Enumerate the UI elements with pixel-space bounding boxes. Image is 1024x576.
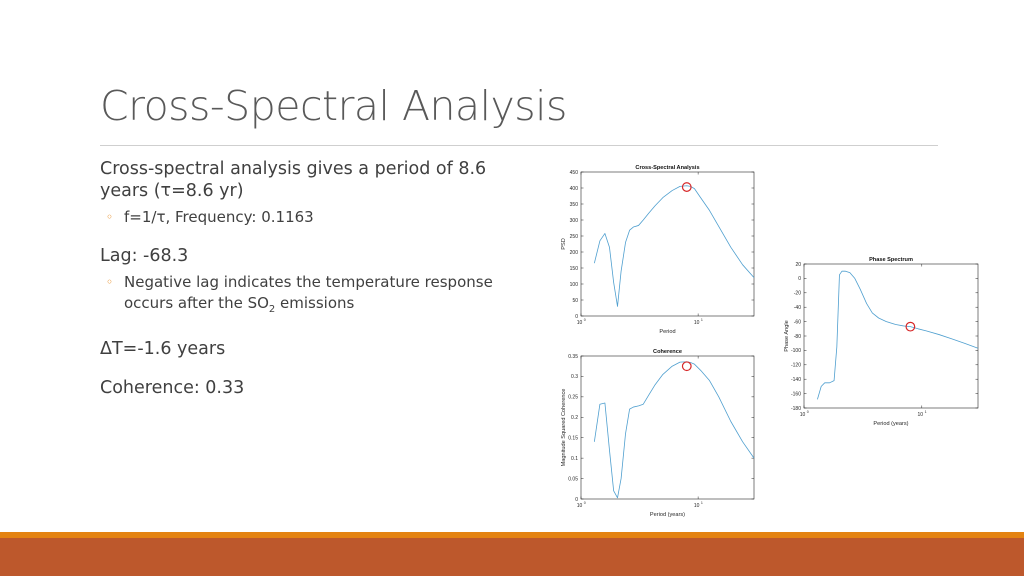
x-axis-label: Period (years) [650, 512, 685, 518]
chart-title: Phase Spectrum [869, 257, 913, 263]
bullet-lag: Lag: -68.3 [100, 246, 189, 266]
y-tick-label: -40 [794, 305, 801, 311]
y-tick-label: 0 [798, 276, 801, 282]
y-tick-label: 20 [795, 262, 801, 268]
chart-title: Coherence [653, 349, 682, 355]
series-line [817, 270, 979, 400]
y-tick-label: 0.2 [571, 415, 578, 421]
sub-bullet-lag-line1: Negative lag indicates the temperature r… [124, 273, 493, 291]
x-axis-label: Period (years) [873, 421, 908, 427]
y-tick-label: 0.25 [568, 395, 578, 401]
y-tick-label: 0 [575, 314, 578, 320]
series-line [593, 361, 755, 499]
sub-bullet-lag-line2a: occurs after the SO [124, 294, 269, 312]
sub-bullet-lag: ◦ Negative lag indicates the temperature… [100, 272, 520, 320]
bullet-list: Cross-spectral analysis gives a period o… [100, 158, 520, 399]
y-axis-label: Phase Angle [784, 320, 790, 351]
slide-title: Cross-Spectral Analysis [100, 82, 567, 130]
x-tick-exponent: 0 [584, 318, 586, 322]
y-tick-label: 0.1 [571, 456, 578, 462]
y-tick-label: -100 [791, 348, 801, 354]
series-line [593, 185, 755, 307]
footer-band [0, 538, 1024, 576]
bullet-period-line1: Cross-spectral analysis gives a period o… [100, 159, 487, 179]
chart-title: Cross-Spectral Analysis [635, 165, 699, 171]
x-tick-exponent: 0 [807, 410, 809, 414]
y-tick-label: 0.3 [571, 374, 578, 380]
y-tick-label: 150 [570, 266, 579, 272]
y-tick-label: 0 [575, 497, 578, 503]
x-tick-exponent: 1 [701, 318, 703, 322]
highlight-marker [681, 361, 692, 372]
plot-area [580, 171, 755, 317]
highlight-marker [681, 182, 692, 192]
y-tick-label: -140 [791, 377, 801, 383]
bullet-marker-icon: ◦ [106, 210, 114, 224]
bullet-period: Cross-spectral analysis gives a period o… [100, 158, 520, 202]
y-tick-label: -80 [794, 334, 801, 340]
plot-area [580, 355, 755, 500]
bullet-period-line2: years (τ=8.6 yr) [100, 181, 244, 201]
plot-area [803, 263, 979, 409]
title-divider [100, 145, 938, 146]
x-tick-exponent: 0 [584, 501, 586, 505]
y-axis-label: PSD [561, 238, 567, 250]
y-tick-label: -120 [791, 363, 801, 369]
sub-bullet-frequency-text: f=1/τ, Frequency: 0.1163 [124, 208, 314, 226]
y-tick-label: 50 [572, 298, 578, 304]
y-tick-label: 300 [570, 218, 579, 224]
y-tick-label: -160 [791, 391, 801, 397]
x-axis-label: Period [659, 329, 675, 335]
y-tick-label: 450 [570, 170, 579, 176]
highlight-marker [905, 321, 916, 332]
subscript-2: 2 [268, 304, 276, 315]
y-tick-label: 350 [570, 202, 579, 208]
y-tick-label: 100 [570, 282, 579, 288]
x-tick-label: 10 [918, 412, 924, 418]
sub-bullet-frequency: ◦ f=1/τ, Frequency: 0.1163 [100, 207, 520, 228]
bullet-marker-icon: ◦ [106, 275, 114, 289]
bullet-coherence: Coherence: 0.33 [100, 378, 245, 398]
sub-bullet-lag-line2b: emissions [275, 294, 355, 312]
y-tick-label: 0.15 [568, 436, 578, 442]
y-tick-label: -20 [794, 291, 801, 297]
y-tick-label: 0.05 [568, 476, 578, 482]
bullet-delta-t: ΔT=-1.6 years [100, 339, 226, 359]
x-tick-label: 10 [694, 503, 700, 509]
y-tick-label: -60 [794, 319, 801, 325]
x-tick-label: 10 [577, 320, 583, 326]
y-tick-label: 200 [570, 250, 579, 256]
x-tick-label: 10 [800, 412, 806, 418]
y-axis-label: Magnitude Squared Coherence [561, 389, 567, 467]
phase-spectrum-chart: Phase Spectrum -180 -160 -140 -120 -100 -80 -60… [784, 257, 979, 427]
x-tick-exponent: 1 [701, 501, 703, 505]
y-tick-label: -180 [791, 406, 801, 412]
y-tick-label: 0.35 [568, 354, 578, 360]
x-tick-label: 10 [694, 320, 700, 326]
psd-chart: Cross-Spectral Analysis05010015020025030… [561, 165, 755, 335]
x-tick-exponent: 1 [925, 410, 927, 414]
y-tick-label: 250 [570, 234, 579, 240]
x-tick-label: 10 [577, 503, 583, 509]
y-tick-label: 400 [570, 186, 579, 192]
footer-accent-bar [0, 532, 1024, 538]
